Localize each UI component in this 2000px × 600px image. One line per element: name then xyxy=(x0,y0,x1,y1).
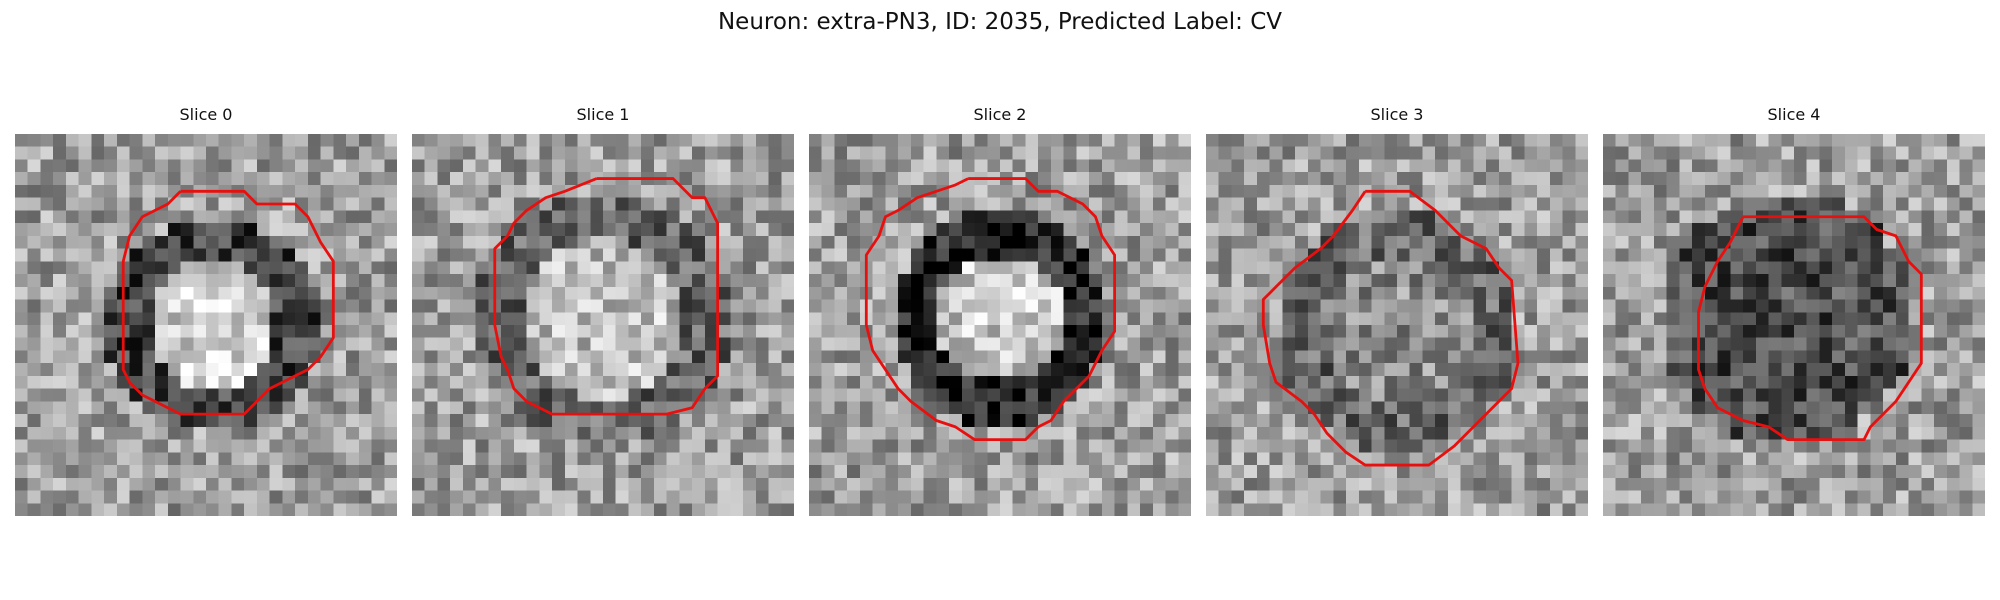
slice-image-1 xyxy=(412,134,794,516)
slice-title: Slice 0 xyxy=(15,104,397,126)
slice-image-0 xyxy=(15,134,397,516)
slice-panel-1: Slice 1 xyxy=(412,104,794,516)
slice-title: Slice 4 xyxy=(1603,104,1985,126)
slice-title: Slice 3 xyxy=(1206,104,1588,126)
slice-panel-3: Slice 3 xyxy=(1206,104,1588,516)
figure-title: Neuron: extra-PN3, ID: 2035, Predicted L… xyxy=(0,6,2000,38)
slice-title: Slice 2 xyxy=(809,104,1191,126)
slice-title: Slice 1 xyxy=(412,104,794,126)
slice-panel-4: Slice 4 xyxy=(1603,104,1985,516)
slice-panel-0: Slice 0 xyxy=(15,104,397,516)
slice-image-4 xyxy=(1603,134,1985,516)
slice-panel-2: Slice 2 xyxy=(809,104,1191,516)
slice-image-2 xyxy=(809,134,1191,516)
slice-image-3 xyxy=(1206,134,1588,516)
